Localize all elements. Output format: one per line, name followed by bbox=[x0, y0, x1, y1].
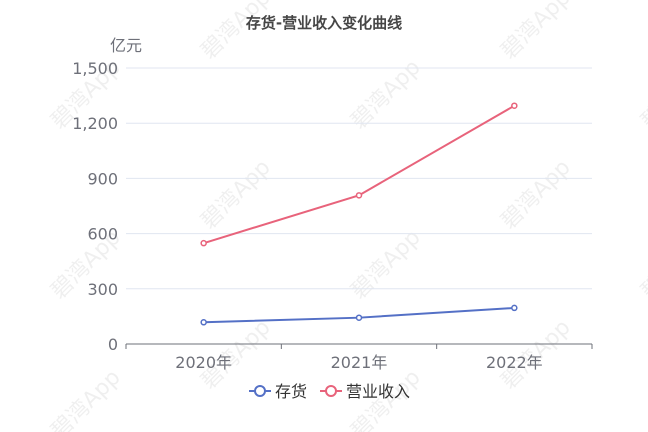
legend-label: 营业收入 bbox=[346, 382, 410, 401]
watermark-text: 碧湾App bbox=[497, 155, 576, 234]
watermark-text: 碧湾App bbox=[497, 0, 576, 64]
watermark-text: 碧湾App bbox=[197, 0, 276, 64]
series-1-point bbox=[200, 239, 207, 247]
watermark-text: 碧湾App bbox=[347, 225, 426, 304]
legend-label: 存货 bbox=[275, 382, 307, 401]
y-axis-unit-label: 亿元 bbox=[110, 36, 142, 55]
watermark-text: 碧湾App bbox=[637, 55, 648, 134]
series-1-point bbox=[355, 192, 363, 199]
y-tick-label: 0 bbox=[108, 335, 118, 354]
legend-marker-icon bbox=[325, 385, 337, 397]
series-0-point bbox=[511, 304, 518, 312]
y-tick-label: 1,500 bbox=[72, 59, 118, 78]
legend-item[interactable]: 存货 bbox=[249, 382, 307, 401]
x-tick-label: 2022年 bbox=[486, 353, 543, 372]
legend-item[interactable]: 营业收入 bbox=[320, 382, 410, 401]
watermark-text: 碧湾App bbox=[347, 55, 426, 134]
watermark-text: 碧湾App bbox=[47, 365, 126, 432]
chart-title: 存货-营业收入变化曲线 bbox=[246, 14, 402, 32]
y-tick-label: 600 bbox=[87, 225, 118, 244]
legend-marker-icon bbox=[254, 385, 266, 397]
series-0-point bbox=[355, 314, 363, 321]
series-1-point bbox=[511, 102, 518, 109]
series-0-point bbox=[200, 319, 207, 326]
x-tick-label: 2021年 bbox=[331, 353, 388, 372]
y-tick-label: 300 bbox=[87, 280, 118, 299]
y-axis-ticks: 0 300 600 900 1,200 1,500 bbox=[72, 59, 118, 354]
grid-lines bbox=[126, 67, 592, 290]
series-layer bbox=[200, 102, 518, 326]
y-tick-label: 900 bbox=[87, 169, 118, 188]
watermark-text: 碧湾App bbox=[637, 225, 648, 304]
y-tick-label: 1,200 bbox=[72, 114, 118, 133]
watermark-text: 碧湾App bbox=[197, 155, 276, 234]
legend[interactable]: 存货 营业收入 bbox=[249, 382, 410, 401]
x-tick-label: 2020年 bbox=[175, 353, 232, 372]
x-axis: 2020年 2021年 2022年 bbox=[125, 343, 593, 372]
